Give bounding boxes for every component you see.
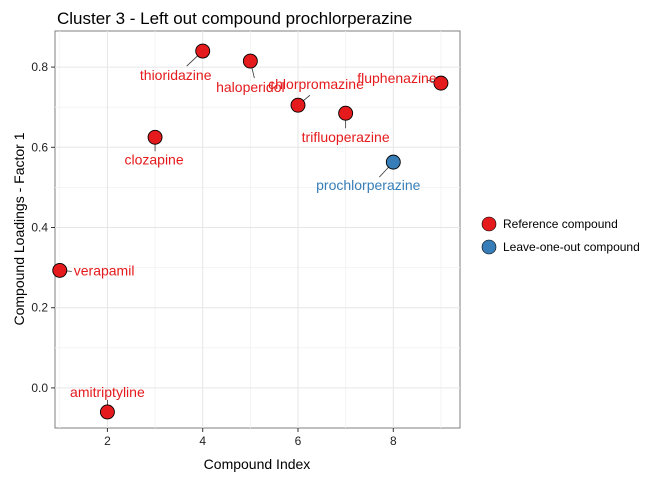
point-label-thioridazine: thioridazine (140, 67, 212, 83)
y-tick-label: 0.6 (31, 140, 48, 154)
y-axis-ticks: 0.0 0.2 0.4 0.6 0.8 (31, 60, 55, 395)
data-point-prochlorperazine (385, 154, 401, 170)
point-label-verapamil: verapamil (74, 262, 135, 278)
point-label-chlorpromazine: chlorpromazine (268, 76, 364, 92)
legend-entry: Leave-one-out compound (503, 240, 640, 254)
x-tick-label: 6 (295, 434, 302, 448)
point-label-haloperidol: haloperidol (216, 79, 285, 95)
data-point-clozapine (147, 129, 163, 145)
plot-panel (54, 30, 461, 429)
data-point-amitriptyline (99, 404, 115, 420)
point-labels: verapamil amitriptyline clozapine thioridaz… (70, 67, 437, 400)
chart-title: Cluster 3 - Left out compound prochlorpe… (57, 9, 412, 28)
y-axis-label: Compound Loadings - Factor 1 (11, 132, 27, 325)
data-points (52, 43, 449, 420)
y-tick-label: 0.0 (31, 381, 48, 395)
point-label-clozapine: clozapine (124, 151, 183, 167)
x-tick-label: 4 (199, 434, 206, 448)
data-point-trifluoperazine (338, 105, 354, 121)
grid-major (55, 31, 460, 428)
data-point-verapamil (52, 262, 68, 278)
point-label-fluphenazine: fluphenazine (357, 70, 437, 86)
data-point-fluphenazine (433, 75, 449, 91)
data-point-thioridazine (195, 43, 211, 59)
legend: Reference compound Leave-one-out compound (481, 216, 640, 255)
legend-key (481, 216, 497, 232)
data-point-haloperidol (242, 53, 258, 69)
x-tick-label: 2 (104, 434, 111, 448)
x-tick-label: 8 (390, 434, 397, 448)
y-tick-label: 0.8 (31, 60, 48, 74)
x-axis-label: Compound Index (204, 456, 311, 472)
y-tick-label: 0.2 (31, 301, 48, 315)
x-axis-ticks: 2 4 6 8 (104, 428, 397, 448)
point-label-trifluoperazine: trifluoperazine (302, 129, 390, 145)
y-tick-label: 0.4 (31, 220, 48, 234)
grid-minor (55, 31, 460, 428)
point-label-prochlorperazine: prochlorperazine (316, 177, 420, 193)
point-label-amitriptyline: amitriptyline (70, 384, 145, 400)
legend-entry: Reference compound (503, 217, 618, 231)
legend-key (481, 239, 497, 255)
data-point-chlorpromazine (290, 97, 306, 113)
